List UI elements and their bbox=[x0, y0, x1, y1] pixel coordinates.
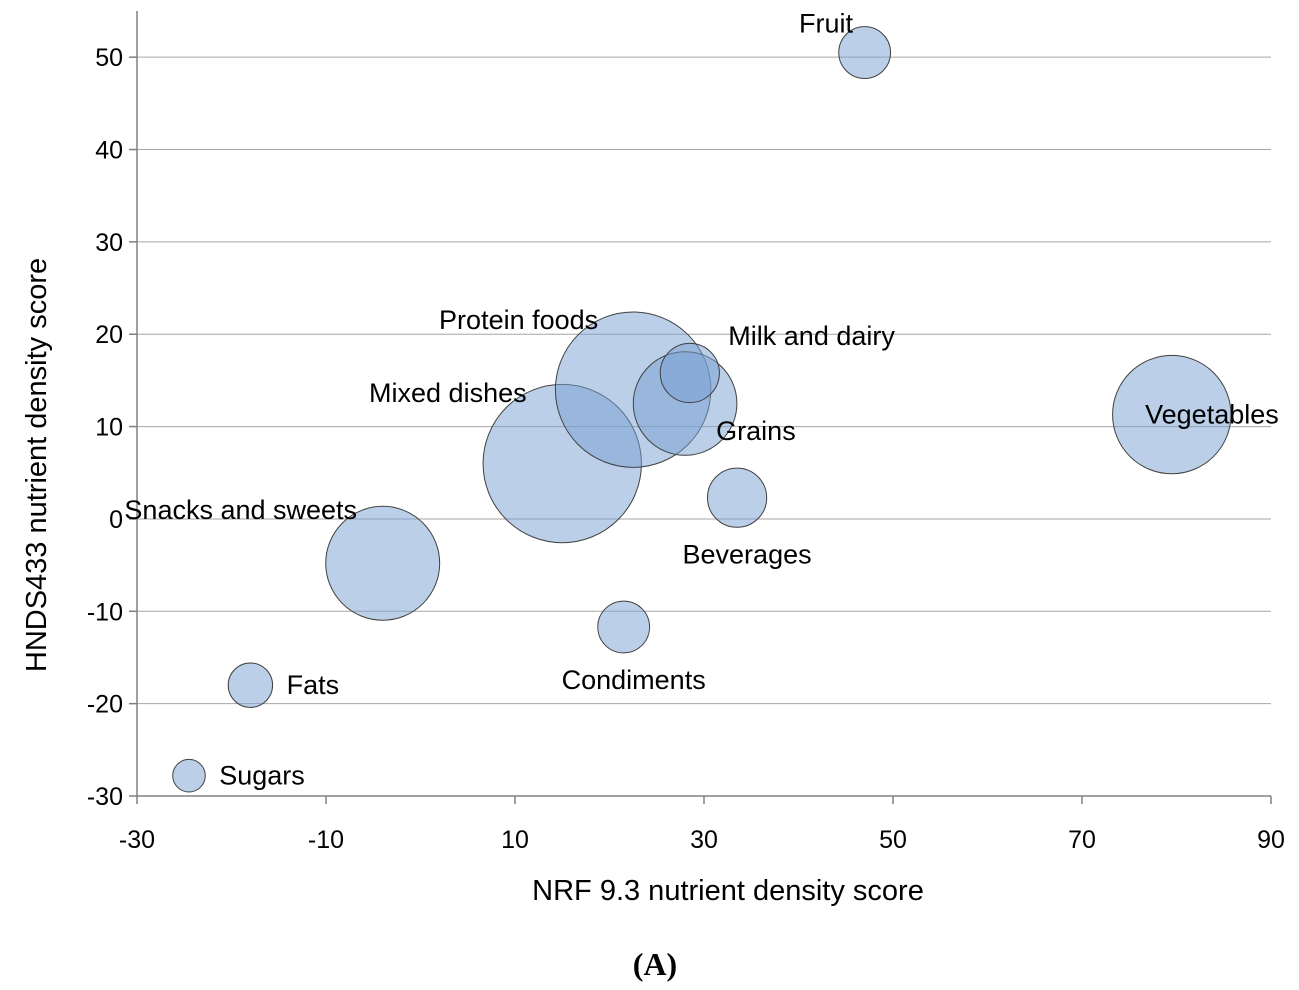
label-snacks-and-sweets: Snacks and sweets bbox=[124, 495, 357, 525]
bubble-vegetables bbox=[1112, 354, 1232, 475]
label-beverages: Beverages bbox=[683, 539, 812, 569]
y-axis-title: HNDS433 nutrient density score bbox=[21, 258, 53, 672]
bubble-fruit bbox=[838, 26, 892, 79]
bubble-snacks-and-sweets bbox=[325, 505, 441, 621]
y-tick-label: 10 bbox=[95, 414, 123, 442]
y-tick-label: -30 bbox=[87, 783, 123, 811]
x-tick-label: 10 bbox=[501, 826, 529, 854]
label-mixed-dishes: Mixed dishes bbox=[369, 378, 527, 408]
bubble-beverages bbox=[706, 467, 768, 528]
label-vegetables: Vegetables bbox=[1145, 400, 1279, 430]
bubble-condiments bbox=[597, 600, 651, 654]
bubble-milk-and-dairy bbox=[659, 342, 720, 404]
label-fruit: Fruit bbox=[799, 8, 853, 38]
y-tick-label: 50 bbox=[95, 44, 123, 72]
gridlines bbox=[137, 56, 1271, 705]
label-protein-foods: Protein foods bbox=[439, 305, 598, 335]
bubbles bbox=[172, 26, 1232, 793]
y-tick-label: 30 bbox=[95, 229, 123, 257]
bubble-labels: Fruit Protein foods Milk and dairy Grains Ve… bbox=[124, 8, 1278, 790]
y-tick-label: 20 bbox=[95, 321, 123, 349]
label-milk-and-dairy: Milk and dairy bbox=[728, 321, 895, 351]
x-tick-label: 90 bbox=[1257, 826, 1285, 854]
x-tick-label: -10 bbox=[308, 826, 344, 854]
x-tick-label: 50 bbox=[879, 826, 907, 854]
y-tick-label: -10 bbox=[87, 598, 123, 626]
bubble-fats bbox=[227, 662, 274, 708]
x-axis-title: NRF 9.3 nutrient density score bbox=[532, 875, 924, 907]
y-tick-label: -20 bbox=[87, 691, 123, 719]
y-tick-label: 0 bbox=[109, 506, 123, 534]
axes bbox=[129, 11, 1272, 804]
tick-labels: -30 -20 -10 0 10 20 30 40 50 -30 -10 10 30 50 70 90 bbox=[87, 44, 1285, 854]
label-sugars: Sugars bbox=[219, 761, 305, 791]
bubble-sugars bbox=[172, 758, 206, 793]
y-tick-label: 40 bbox=[95, 137, 123, 165]
label-condiments: Condiments bbox=[562, 665, 706, 695]
x-tick-label: -30 bbox=[119, 826, 155, 854]
x-tick-label: 70 bbox=[1068, 826, 1096, 854]
label-fats: Fats bbox=[287, 670, 340, 700]
panel-label: (A) bbox=[633, 946, 677, 982]
label-grains: Grains bbox=[716, 416, 796, 446]
x-tick-label: 30 bbox=[690, 826, 718, 854]
